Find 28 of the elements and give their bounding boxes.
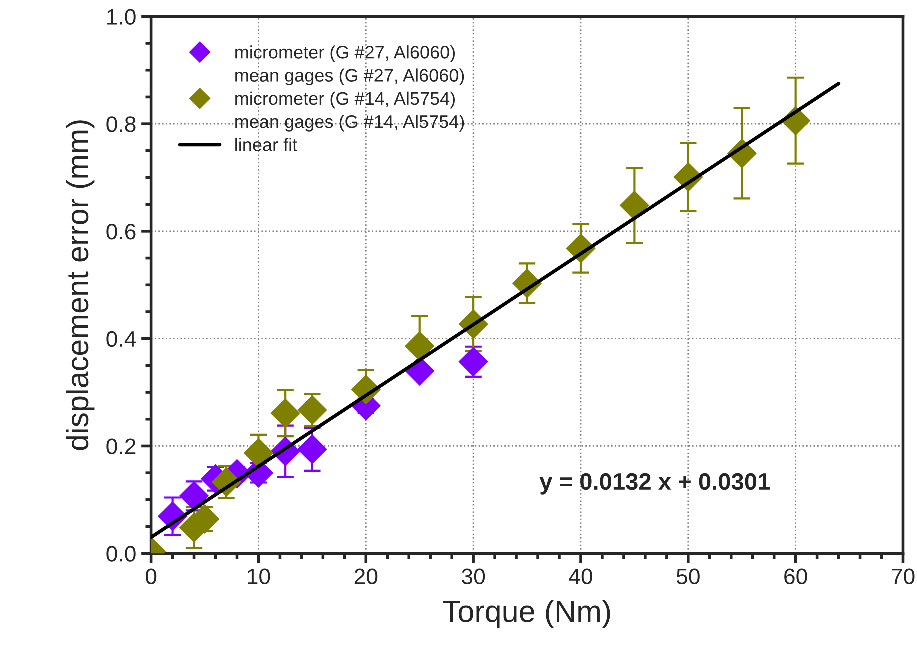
x-tick-label: 20	[354, 568, 378, 585]
y-tick-label: 0.6	[106, 224, 136, 240]
annotation: y = 0.0132 x + 0.0301	[540, 473, 770, 495]
y-axis-title: displacement error (mm)	[66, 120, 95, 450]
y-tick-label: 0.2	[106, 438, 136, 454]
y-tick-label: 0.4	[106, 331, 136, 348]
x-axis-title: Torque (Nm)	[443, 600, 610, 629]
y-tick-label: 1.0	[108, 9, 136, 25]
x-tick-label: 60	[784, 568, 808, 585]
x-tick-label: 70	[892, 568, 915, 585]
x-tick-label: 30	[462, 568, 486, 585]
y-tick-label: 0.8	[106, 116, 136, 132]
x-tick-label: 0	[146, 568, 157, 585]
legend-label: micrometer (G #14, Al5754)	[236, 92, 456, 109]
point	[298, 395, 328, 426]
point	[270, 398, 300, 428]
text: mean gages (G #27, Al6060)	[236, 68, 464, 86]
point	[458, 347, 488, 377]
legend-label: linear fit	[236, 138, 298, 152]
legend-label: micrometer (G #27, Al6060)	[236, 46, 456, 62]
point	[298, 434, 328, 464]
x-tick-label: 10	[248, 568, 270, 585]
point	[404, 331, 435, 362]
point	[179, 481, 210, 512]
text: mean gages (G #14, Al5754)	[236, 115, 464, 132]
y-tick-label: 0.0	[106, 546, 136, 562]
x-tick-label: 40	[569, 568, 592, 585]
x-tick-label: 50	[676, 568, 700, 585]
